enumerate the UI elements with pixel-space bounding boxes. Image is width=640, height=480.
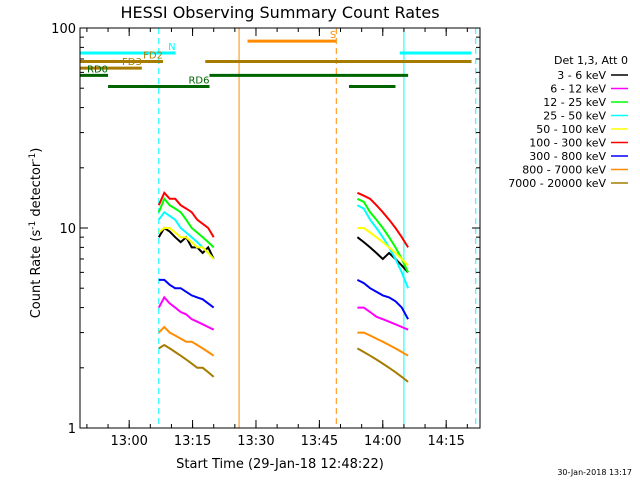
y-axis-label-exp2: -1 bbox=[28, 153, 38, 162]
plot-frame bbox=[79, 27, 481, 429]
legend-label-4: 50 - 100 keV bbox=[536, 123, 606, 136]
legend-label-7: 800 - 7000 keV bbox=[522, 164, 606, 177]
x-tick-label-2: 13:30 bbox=[237, 434, 274, 449]
legend-label-2: 12 - 25 keV bbox=[543, 96, 606, 109]
y-tick-label-2: 100 bbox=[51, 22, 76, 37]
series-line-5-1 bbox=[356, 191, 409, 248]
series-line-6-0 bbox=[158, 278, 215, 309]
series-line-0-1 bbox=[356, 236, 409, 274]
series-line-1-1 bbox=[357, 306, 409, 331]
series-line-4-0 bbox=[158, 227, 215, 260]
series-line-3-1 bbox=[356, 204, 410, 289]
flag-label-fd3: FD3 bbox=[122, 57, 142, 68]
x-tick-label-3: 13:45 bbox=[301, 434, 338, 449]
x-tick-label-4: 14:00 bbox=[364, 434, 401, 449]
flag-label-s: S bbox=[330, 30, 336, 41]
y-axis-label: Count Rate (s-1 detector-1) bbox=[28, 148, 44, 319]
series-line-7-1 bbox=[357, 331, 409, 357]
series-line-2-1 bbox=[356, 197, 410, 273]
series-line-2-0 bbox=[157, 196, 215, 249]
y-tick-label-0: 1 bbox=[68, 422, 76, 437]
legend-header: Det 1,3, Att 0 bbox=[554, 54, 628, 67]
series-line-1-0 bbox=[157, 295, 215, 331]
x-axis-label: Start Time (29-Jan-18 12:48:22) bbox=[176, 457, 384, 472]
x-tick-label-5: 14:15 bbox=[427, 434, 464, 449]
y-axis-label-end: ) bbox=[29, 148, 44, 153]
y-axis-label-part2: detector bbox=[29, 161, 44, 221]
axes: 13:00 13:15 13:30 13:45 14:00 14:15 1 10 100 bbox=[51, 22, 481, 449]
flag-label-fd2: FD2 bbox=[143, 50, 163, 61]
y-axis-label-exp: -1 bbox=[28, 221, 38, 230]
x-tick-label-0: 13:00 bbox=[110, 434, 147, 449]
legend-label-0: 3 - 6 keV bbox=[557, 69, 606, 82]
legend-label-8: 7000 - 20000 keV bbox=[508, 177, 606, 190]
y-tick-label-1: 10 bbox=[59, 222, 76, 237]
x-tick-label-1: 13:15 bbox=[174, 434, 211, 449]
timestamp: 30-Jan-2018 13:17 bbox=[557, 468, 632, 477]
legend-label-5: 100 - 300 keV bbox=[529, 137, 606, 150]
series-line-8-1 bbox=[356, 347, 409, 383]
legend-label-6: 300 - 800 keV bbox=[529, 150, 606, 163]
series-line-4-1 bbox=[357, 227, 409, 267]
flag-label-rd6: RD6 bbox=[188, 75, 209, 86]
chart-title: HESSI Observing Summary Count Rates bbox=[120, 3, 439, 22]
series-line-6-1 bbox=[356, 279, 409, 320]
plot-area bbox=[79, 28, 477, 428]
series-line-7-0 bbox=[158, 325, 215, 357]
flag-label-n: N bbox=[168, 42, 175, 53]
legend-label-3: 25 - 50 keV bbox=[543, 110, 606, 123]
series-line-8-0 bbox=[158, 343, 215, 378]
flag-label-rd0: RD0 bbox=[87, 64, 108, 75]
y-axis-label-part: Count Rate (s bbox=[29, 230, 44, 319]
series-line-5-0 bbox=[157, 190, 215, 238]
legend-label-1: 6 - 12 keV bbox=[550, 83, 606, 96]
